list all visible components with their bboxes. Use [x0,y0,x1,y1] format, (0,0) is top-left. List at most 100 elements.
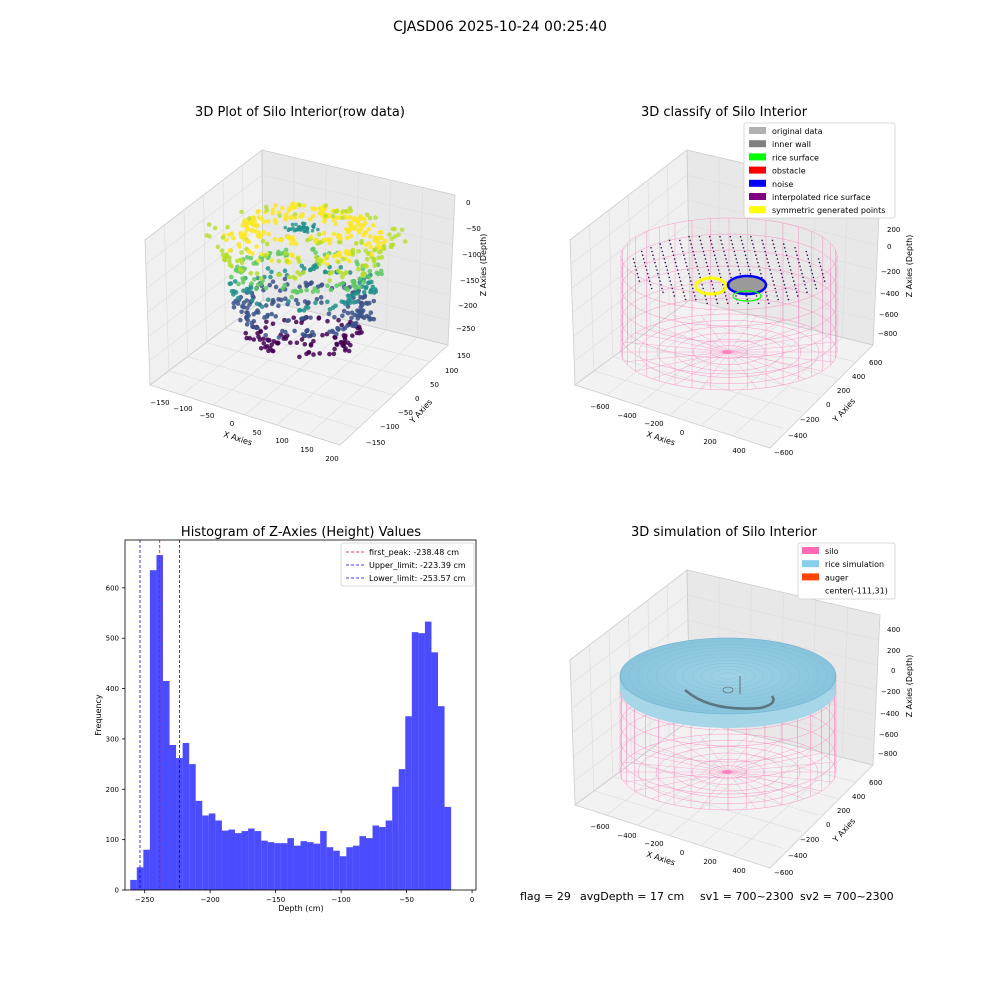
interpolated-dot [674,261,677,264]
histogram-ylabel: Frequency [94,694,103,736]
histogram-bar [215,820,222,890]
interpolated-dot [817,258,820,260]
silo-floor-spoke [651,771,729,800]
histogram-xtick-label: −250 [135,896,154,904]
silo-ring [620,233,838,311]
raw-point [286,318,292,323]
raw-xtick: 50 [253,429,262,437]
raw-point [359,240,364,246]
histogram-xtick-label: −50 [399,896,414,904]
classify-point-groups [694,274,768,354]
raw-point [227,259,232,264]
interpolated-dot [704,295,706,297]
silo-floor-spoke [700,315,730,353]
raw-point [310,213,316,219]
interpolated-dot [659,243,662,245]
raw-point [245,305,250,311]
interpolated-dot [667,272,670,275]
classify-xtick: 400 [732,447,745,455]
raw-point [247,219,252,225]
raw-point [286,206,292,212]
raw-point [373,289,379,294]
simulation-legend-swatch [802,560,819,568]
interpolated-dot [669,280,672,282]
silo-floor-spoke [699,735,729,773]
raw-point [277,213,282,219]
interpolated-dot [641,254,644,256]
raw-point [343,333,348,338]
interpolated-dot [786,295,789,297]
gridline [841,607,849,758]
figure-title: CJASD06 2025-10-24 00:25:40 [393,19,607,35]
raw-point [300,212,305,217]
raw-point [371,256,377,262]
raw-point [352,291,358,296]
interpolated-dot [757,261,759,264]
interpolated-dot [822,276,825,279]
interpolated-dot [744,254,747,256]
raw-point [286,274,292,280]
raw-ztick: −50 [466,225,481,233]
raw-point [284,259,290,264]
classify-legend-swatch [749,179,766,187]
histogram-ytick-label: 0 [115,887,119,895]
rice-mesh-ring [664,653,792,699]
interpolated-dot [739,272,742,275]
interpolated-dot [696,265,698,268]
raw-point [336,259,341,265]
interpolated-dot [747,302,750,305]
interpolated-dot [701,247,704,249]
interpolated-dot [823,280,826,282]
raw-point [240,236,246,241]
histogram-bar [221,830,229,890]
interpolated-dot [742,247,745,249]
raw-point [334,283,339,289]
raw-point [358,304,363,310]
classify-legend-swatch [749,193,766,200]
raw-ztick: 0 [466,199,470,207]
interpolated-dot [686,265,688,268]
interpolated-dot [711,284,714,286]
simulation-ytick: −600 [774,869,793,877]
raw-point [231,300,237,306]
classify-ytick: −600 [774,449,793,457]
interpolated-dot [772,243,775,245]
raw-xticks: −150 −100 −50 0 50 100 150 200 [150,399,338,463]
simulation-yticks: 600 400 200 0 −200 −400 −600 [774,779,882,877]
interpolated-dot [677,272,680,275]
raw-point [295,301,301,307]
raw-point [240,279,246,285]
silo-floor-spoke [728,315,758,353]
interpolated-dot [676,269,679,271]
raw-point [269,269,274,275]
interpolated-dot [729,272,731,275]
raw-point [356,266,361,272]
interpolated-dot [666,269,669,271]
raw-point [357,280,362,286]
raw-zticks: 0 −50 −100 −150 −200 −250 [456,199,481,333]
rice-top-surface [619,637,837,715]
histogram-bar [392,786,399,890]
interpolated-dot [799,265,801,268]
raw-point [255,282,261,287]
interpolated-dot [765,254,767,256]
interpolated-dot [727,265,729,268]
histogram-bar [182,742,190,890]
histogram-bar [379,827,386,890]
raw-point [255,331,260,336]
interpolated-dot [716,265,719,268]
raw-point [273,284,279,290]
raw-point [227,248,233,253]
interpolated-dot [682,250,684,253]
simulation-ytick: 200 [837,807,850,815]
raw-point [289,294,294,300]
footer-flag: flag = 29 [520,890,571,903]
interpolated-dot [726,302,729,305]
raw-point [341,308,347,314]
raw-point [336,317,341,323]
classify-title: 3D classify of Silo Interior [641,105,808,120]
raw-point [396,232,401,238]
interpolated-dot [634,265,637,268]
interpolated-dot [656,269,658,271]
classify-ytick: 400 [852,373,865,381]
